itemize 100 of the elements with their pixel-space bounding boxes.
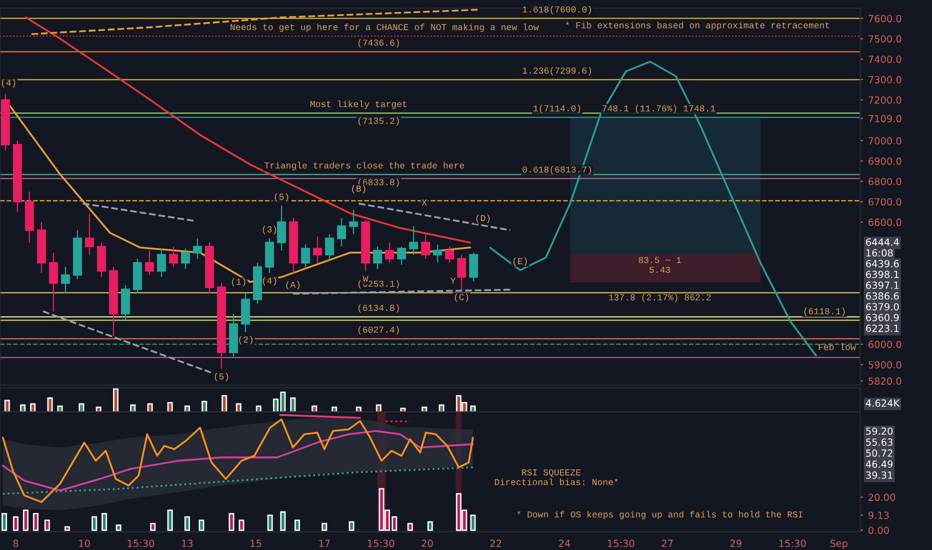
annotation: 1.618(7600.0) (522, 6, 591, 14)
candlestick (181, 248, 190, 270)
candlestick (145, 250, 154, 276)
y-tick-label: 7109.0 (868, 114, 902, 122)
candlestick (385, 242, 394, 264)
y-tick-label: 5820.0 (868, 377, 902, 385)
text: 55.63 (866, 438, 892, 446)
annotation: W (362, 276, 368, 282)
x-tick-label: 15 (250, 540, 262, 548)
annotation: RSI SQUEEZE Directional bias: None* (495, 469, 618, 486)
y-tick-label: 7500.0 (868, 35, 902, 43)
candlestick (409, 226, 418, 256)
y-tick-label: 6000.0 (868, 340, 902, 348)
y-tick-label: 20.00 (868, 494, 896, 501)
annotation: (D) (476, 214, 490, 224)
candlestick (60, 266, 70, 294)
x-tick-label: 15:30 (368, 540, 394, 548)
annotation: (7135.2) (358, 117, 399, 126)
annotation: (6253.1) (358, 280, 399, 289)
text: 6386.6 (866, 292, 899, 300)
text: 6223.1 (866, 324, 899, 332)
candlestick (397, 246, 406, 266)
annotation: Most likely target (310, 100, 406, 109)
annotation: 0.618(6813.7) (522, 166, 591, 174)
y-tick-label: 7600.0 (868, 14, 902, 22)
text: 6379.0 (866, 303, 899, 310)
x-tick-label: 13 (182, 540, 193, 548)
y-tick-label: 5900.0 (868, 361, 902, 368)
text: 6439.6 (866, 260, 899, 268)
annotation: Needs to get up here for a CHANCE of NOT making a new low (230, 24, 539, 32)
text: 6444.4 (866, 238, 899, 246)
annotation: (2) (239, 336, 252, 344)
x-tick-label: 15:30 (779, 540, 806, 548)
y-tick-label: 7300.0 (868, 76, 902, 84)
annotation: (6118.1) (804, 308, 845, 316)
x-tick-label: 17 (319, 540, 330, 547)
y-tick-label: 7400.0 (868, 56, 902, 63)
y-tick-label: 6800.0 (868, 178, 902, 186)
annotation: X (422, 200, 427, 206)
y-tick-label: 7200.0 (868, 96, 902, 104)
annotation: (6134.8) (358, 304, 399, 313)
y-tick-label: 0.00 (868, 526, 889, 534)
annotation: (3) (262, 226, 276, 234)
candlestick (373, 246, 382, 270)
annotation: (1) (232, 278, 246, 287)
annotation: Y (450, 278, 456, 284)
annotation: (C) (454, 293, 468, 302)
text: 46.49 (866, 460, 893, 468)
annotation: (5) (274, 193, 288, 202)
candlestick (433, 244, 442, 264)
annotation: 1.236(7299.6) (522, 67, 591, 76)
candlestick (301, 244, 310, 268)
x-tick-label: 29 (730, 540, 742, 548)
y-tick-label: 6600.0 (868, 218, 902, 226)
annotation: (E) (514, 258, 527, 266)
x-tick-label: 8 (13, 540, 18, 548)
annotation: 137.8 (2.17%) 862.2 (608, 294, 711, 302)
candlestick (445, 246, 454, 264)
annotation: 83.5 ~ 1 5.43 (638, 257, 682, 273)
candlestick (325, 234, 334, 260)
annotation: * Fib extensions based on approximate retracement (566, 22, 830, 30)
annotation: (4) (2, 79, 16, 88)
x-tick-label: 24 (558, 540, 570, 547)
text: 6397.1 (866, 282, 899, 289)
x-tick-label: 22 (490, 540, 502, 547)
annotation: 748.1 (11.76%) 1748.1 (602, 104, 716, 114)
annotation: 1(7114.0) (534, 104, 580, 114)
candlestick (457, 254, 466, 290)
candlestick (337, 217, 346, 248)
x-tick-label: 10 (79, 540, 90, 548)
candlestick (313, 236, 322, 264)
annotation: (6027.4) (358, 326, 399, 335)
text: 16:08 (866, 249, 893, 257)
text: 6360.9 (866, 314, 899, 322)
text: 50.72 (866, 449, 892, 457)
text: 59.20 (866, 427, 893, 435)
annotation: Triangle traders close the trade here (264, 162, 464, 170)
annotation: (6833.8) (358, 178, 399, 188)
y-tick-label: 6900.0 (868, 157, 902, 165)
x-tick-label: Sep (830, 540, 848, 549)
x-tick-label: 15:30 (608, 540, 634, 548)
y-tick-label: 9.13 (868, 512, 889, 519)
annotation: * Down if OS keeps going up and fails to hold the RSI (517, 510, 802, 520)
x-tick-label: 20 (422, 540, 433, 548)
annotation: (A) (286, 281, 300, 290)
text: 4.624K (866, 399, 900, 407)
annotation: (4) (262, 277, 276, 286)
candlestick (157, 248, 166, 278)
x-tick-label: 27 (662, 540, 673, 547)
x-tick-label: 15:30 (128, 540, 154, 548)
candlestick (169, 246, 178, 268)
candlestick (469, 252, 478, 282)
candlestick (193, 238, 202, 260)
candlestick (349, 209, 358, 235)
candlestick (421, 234, 430, 260)
text: 6398.1 (866, 270, 899, 278)
annotation: (5) (214, 372, 228, 382)
candlestick (84, 213, 94, 256)
text: 39.31 (866, 471, 892, 479)
candlestick (277, 205, 286, 252)
